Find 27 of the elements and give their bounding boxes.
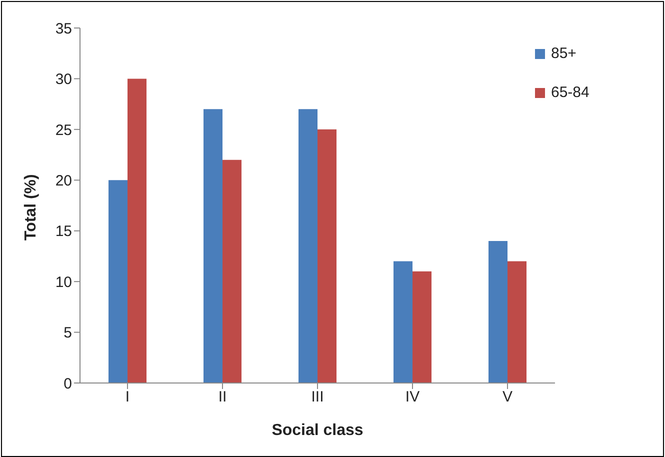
y-tick-label: 10 bbox=[55, 274, 72, 291]
bar bbox=[222, 160, 242, 383]
legend-label: 85+ bbox=[551, 45, 576, 62]
y-tick-label: 20 bbox=[55, 172, 72, 190]
y-tick-label: 0 bbox=[64, 375, 72, 392]
bar bbox=[128, 78, 146, 383]
bar bbox=[508, 261, 526, 383]
bar bbox=[108, 180, 128, 383]
bar bbox=[488, 241, 508, 383]
bar bbox=[298, 109, 318, 383]
legend-label: 65-84 bbox=[551, 84, 590, 101]
y-tick-label: 5 bbox=[64, 324, 72, 342]
x-tick-label: I bbox=[125, 388, 130, 406]
x-tick-label: II bbox=[218, 388, 227, 406]
y-tick-label: 30 bbox=[55, 71, 72, 88]
y-tick-label: 25 bbox=[55, 122, 72, 139]
bar bbox=[204, 109, 222, 383]
y-tick-label: 35 bbox=[55, 20, 72, 38]
y-tick-label: 15 bbox=[55, 223, 72, 240]
bar bbox=[318, 129, 336, 383]
x-axis-title: Social class bbox=[272, 422, 364, 439]
x-tick-label: V bbox=[502, 388, 513, 406]
bar bbox=[412, 271, 432, 383]
x-tick-label: IV bbox=[405, 388, 420, 406]
x-tick-label: III bbox=[311, 388, 324, 406]
bar bbox=[394, 261, 412, 383]
y-axis-title: Total (%) bbox=[22, 174, 40, 240]
